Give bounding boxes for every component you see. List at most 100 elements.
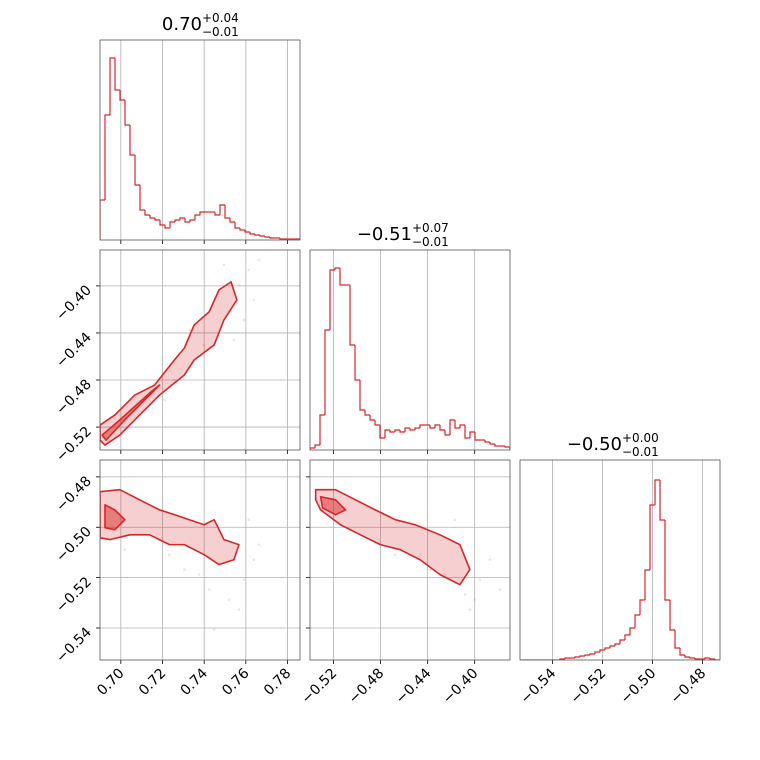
histogram-bin bbox=[139, 185, 145, 211]
histogram-bin bbox=[179, 217, 185, 220]
plot-area bbox=[100, 488, 261, 631]
sample-point bbox=[478, 578, 482, 581]
sample-point bbox=[418, 553, 422, 557]
histogram-bin bbox=[194, 214, 200, 220]
contour bbox=[319, 495, 347, 516]
panel-title: −0.50 bbox=[567, 434, 622, 455]
panel-title: 0.70 bbox=[162, 14, 202, 35]
histogram-bin bbox=[404, 427, 410, 432]
sample-point bbox=[468, 608, 472, 611]
sample-point bbox=[123, 548, 127, 551]
sample-point bbox=[222, 263, 226, 267]
y-tick-label: −0.50 bbox=[53, 524, 95, 566]
histogram-bin bbox=[689, 657, 695, 659]
sample-point bbox=[227, 598, 231, 601]
histogram-bin bbox=[124, 100, 130, 126]
histogram-bin bbox=[464, 425, 470, 439]
sample-point bbox=[247, 268, 251, 272]
histogram-bin bbox=[484, 440, 490, 443]
sample-point bbox=[163, 398, 166, 402]
sample-point bbox=[168, 553, 171, 557]
histogram-bin bbox=[694, 658, 700, 660]
histogram-bin bbox=[439, 425, 445, 431]
sample-point bbox=[173, 378, 176, 382]
title-upper: +0.04 bbox=[202, 11, 239, 25]
y-tick-label: −0.48 bbox=[53, 377, 95, 419]
histogram-bin bbox=[609, 645, 615, 648]
histogram-bin bbox=[319, 414, 325, 445]
histogram-bin bbox=[584, 654, 590, 656]
title-lower: −0.01 bbox=[412, 235, 449, 249]
sample-point bbox=[197, 573, 201, 576]
x-tick-label: −0.50 bbox=[618, 666, 660, 708]
histogram-bin bbox=[369, 415, 375, 421]
sample-point bbox=[232, 338, 236, 342]
histogram-bin bbox=[119, 90, 125, 101]
plot-area bbox=[100, 258, 261, 446]
histogram-bin bbox=[354, 345, 360, 381]
histogram-bin bbox=[429, 425, 435, 429]
histogram-bin bbox=[474, 432, 480, 441]
title-upper: +0.00 bbox=[622, 431, 659, 445]
histogram-bin bbox=[189, 219, 195, 222]
x-tick-label: −0.44 bbox=[393, 665, 435, 707]
histogram-bin bbox=[614, 643, 620, 646]
histogram-bin bbox=[664, 520, 670, 601]
sample-point bbox=[257, 258, 261, 262]
sample-point bbox=[453, 518, 457, 521]
histogram-bin bbox=[634, 614, 640, 628]
histogram-bin bbox=[669, 600, 675, 631]
sample-point bbox=[183, 568, 186, 571]
contour bbox=[314, 488, 471, 586]
title-upper: +0.07 bbox=[412, 221, 449, 235]
histogram-bin bbox=[114, 58, 120, 91]
histogram-bin bbox=[469, 431, 475, 438]
panel-frame bbox=[309, 249, 511, 451]
histogram-bin bbox=[229, 218, 235, 223]
histogram-bin bbox=[249, 232, 255, 235]
x-tick-label: −0.52 bbox=[568, 666, 610, 708]
histogram-bin bbox=[339, 268, 345, 286]
x-tick-label: −0.48 bbox=[346, 666, 388, 708]
histogram-bin bbox=[104, 114, 110, 200]
sample-point bbox=[188, 328, 191, 332]
histogram-bin bbox=[199, 211, 205, 215]
histogram-bin bbox=[444, 430, 450, 436]
histogram-bin bbox=[364, 410, 370, 416]
histogram-bin bbox=[599, 649, 605, 652]
histogram-bin bbox=[604, 647, 610, 650]
x-tick-label: 0.76 bbox=[219, 665, 252, 698]
sample-point bbox=[237, 283, 241, 287]
histogram-bin bbox=[239, 228, 245, 231]
histogram-bin bbox=[639, 599, 645, 615]
histogram-bin bbox=[449, 419, 455, 435]
histogram-bin bbox=[324, 329, 330, 415]
histogram-bin bbox=[254, 234, 260, 236]
sample-point bbox=[443, 573, 447, 576]
histogram-bin bbox=[329, 269, 335, 330]
histogram-bin bbox=[279, 238, 285, 240]
sample-point bbox=[473, 598, 477, 601]
histogram-bin bbox=[589, 653, 595, 655]
histogram-bin bbox=[564, 657, 570, 659]
histogram-bin bbox=[264, 236, 270, 238]
y-tick-label: −0.48 bbox=[53, 473, 95, 515]
sample-point bbox=[488, 558, 492, 562]
sample-point bbox=[242, 318, 246, 322]
panel: 0.70 0.72 0.74 0.76 0.78 −0.54 −0.52 −0.50 −0.48 bbox=[53, 459, 301, 699]
histogram-bin bbox=[184, 218, 190, 223]
sample-point bbox=[207, 588, 211, 591]
x-tick-label: −0.54 bbox=[518, 665, 560, 707]
histogram-bin bbox=[109, 57, 115, 115]
histogram-bin bbox=[374, 420, 380, 426]
panel-title: −0.51 bbox=[357, 224, 412, 245]
histogram-bin bbox=[129, 125, 135, 156]
contour bbox=[100, 281, 238, 446]
histogram-bin bbox=[419, 424, 425, 428]
histogram-bin bbox=[434, 424, 440, 428]
plot-area bbox=[310, 267, 510, 450]
panel: −0.52 −0.48 −0.44 −0.40 bbox=[53, 249, 301, 465]
histogram-bin bbox=[224, 205, 230, 219]
histogram-bin bbox=[649, 504, 655, 570]
